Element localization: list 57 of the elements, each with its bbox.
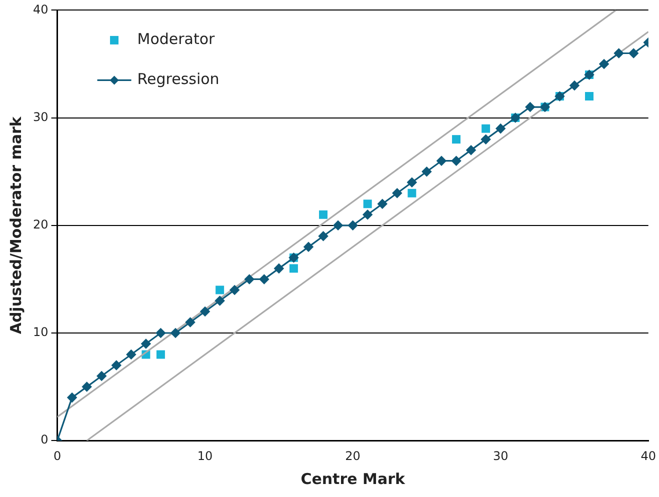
point — [407, 178, 417, 188]
point — [496, 124, 506, 134]
point — [244, 274, 254, 284]
point — [570, 80, 580, 90]
x-tick-label: 10 — [197, 448, 213, 463]
legend-label: Moderator — [137, 30, 216, 48]
y-tick-label: 40 — [32, 2, 48, 16]
point — [363, 200, 372, 208]
point — [628, 48, 638, 58]
point — [318, 231, 328, 241]
point — [126, 350, 136, 360]
point — [333, 220, 343, 230]
point — [392, 188, 402, 198]
point — [422, 166, 432, 176]
legend-label: Regression — [137, 70, 220, 88]
point — [215, 296, 225, 306]
point — [82, 382, 92, 392]
point — [289, 264, 298, 273]
point — [599, 59, 609, 69]
point — [408, 188, 416, 198]
point — [185, 317, 196, 328]
point — [200, 306, 210, 316]
x-axis-title: Centre Mark — [300, 470, 406, 488]
point — [348, 220, 358, 230]
point — [156, 350, 165, 359]
point — [274, 264, 284, 274]
y-tick-label: 20 — [32, 218, 48, 232]
point — [96, 371, 106, 381]
x-tick-label: 0 — [53, 448, 62, 463]
point — [451, 156, 462, 166]
y-axis-title: Adjusted/Moderator mark — [6, 116, 25, 334]
point — [585, 92, 594, 101]
point — [481, 134, 491, 144]
y-tick-label: 30 — [32, 110, 48, 124]
point — [452, 135, 460, 144]
point — [362, 210, 372, 220]
point — [216, 286, 224, 294]
point — [67, 392, 77, 402]
point — [436, 156, 446, 166]
x-tick-label: 20 — [345, 448, 360, 463]
x-tick-label: 30 — [492, 448, 508, 463]
point — [378, 199, 388, 209]
point — [156, 328, 166, 338]
point — [466, 145, 476, 155]
point — [482, 124, 490, 133]
point — [112, 360, 122, 370]
point — [259, 274, 269, 284]
point — [230, 285, 240, 295]
y-tick-label: 10 — [32, 325, 48, 340]
x-tick-label: 40 — [640, 448, 656, 463]
point — [141, 338, 151, 349]
point — [614, 48, 624, 58]
point — [525, 102, 535, 112]
point — [319, 210, 328, 219]
point — [170, 328, 180, 338]
point — [304, 242, 314, 252]
y-tick-label: 0 — [40, 432, 48, 447]
